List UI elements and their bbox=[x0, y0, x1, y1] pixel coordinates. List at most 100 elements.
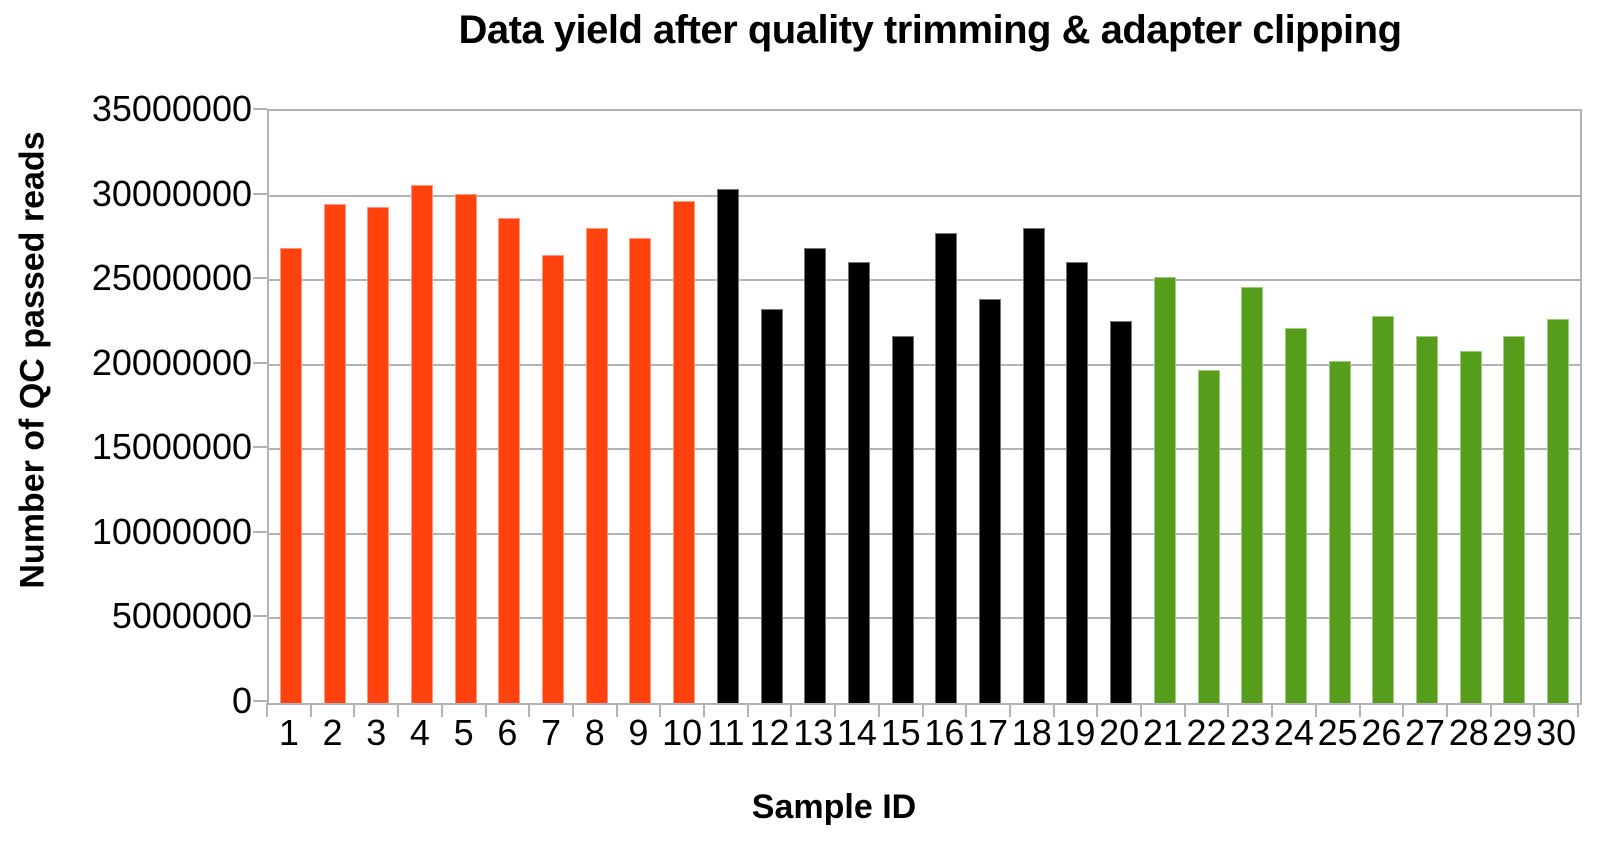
x-axis-tick bbox=[1577, 703, 1579, 717]
x-axis-tick bbox=[921, 703, 924, 717]
x-tick-label: 19 bbox=[1055, 712, 1096, 753]
bar-sample-1 bbox=[279, 248, 302, 703]
y-axis-title: Number of QC passed reads bbox=[13, 131, 52, 589]
y-tick-label: 10000000 bbox=[91, 510, 252, 552]
bar-sample-2 bbox=[323, 204, 346, 703]
x-axis-tick bbox=[1533, 703, 1536, 717]
x-tick-label: 13 bbox=[793, 712, 834, 753]
x-axis-tick bbox=[659, 703, 662, 717]
bar-sample-28 bbox=[1459, 351, 1482, 703]
x-tick-label: 22 bbox=[1186, 712, 1227, 753]
bar-sample-14 bbox=[847, 261, 870, 703]
x-axis-tick bbox=[266, 703, 268, 717]
x-axis-tick bbox=[440, 703, 443, 717]
gridline bbox=[269, 532, 1580, 535]
bar-sample-15 bbox=[891, 335, 914, 703]
x-axis-tick bbox=[790, 703, 793, 717]
x-tick-label: 14 bbox=[836, 712, 877, 753]
bar-sample-27 bbox=[1416, 335, 1439, 703]
x-axis-tick bbox=[615, 703, 618, 717]
bar-sample-18 bbox=[1022, 227, 1045, 703]
y-tick-label: 25000000 bbox=[91, 257, 252, 299]
x-tick-label: 29 bbox=[1492, 712, 1533, 753]
x-tick-label: 8 bbox=[584, 712, 605, 753]
y-axis-tick bbox=[253, 530, 267, 533]
x-axis-tick bbox=[571, 703, 574, 717]
x-axis-tick bbox=[746, 703, 749, 717]
gridline bbox=[269, 448, 1580, 451]
bar-sample-21 bbox=[1153, 276, 1176, 703]
bar-sample-6 bbox=[498, 217, 521, 703]
y-tick-label: 0 bbox=[231, 680, 252, 721]
bar-sample-10 bbox=[673, 200, 696, 703]
x-axis-tick bbox=[1445, 703, 1448, 717]
x-axis-tick bbox=[397, 703, 400, 717]
x-tick-label: 25 bbox=[1317, 712, 1358, 753]
bar-sample-12 bbox=[760, 308, 783, 703]
x-axis-tick bbox=[1314, 703, 1317, 717]
x-axis-tick bbox=[1008, 703, 1011, 717]
bar-sample-25 bbox=[1328, 361, 1351, 703]
bar-sample-7 bbox=[542, 254, 565, 703]
x-tick-label: 18 bbox=[1011, 712, 1052, 753]
x-tick-label: 7 bbox=[541, 712, 562, 753]
bar-sample-30 bbox=[1547, 319, 1570, 703]
x-axis-tick bbox=[528, 703, 531, 717]
x-tick-label: 30 bbox=[1536, 712, 1577, 753]
bar-sample-9 bbox=[629, 237, 652, 703]
x-axis-tick bbox=[877, 703, 880, 717]
bar-sample-17 bbox=[979, 298, 1002, 703]
x-axis-tick bbox=[965, 703, 968, 717]
x-tick-label: 10 bbox=[662, 712, 703, 753]
x-tick-label: 27 bbox=[1405, 712, 1446, 753]
bar-sample-24 bbox=[1284, 327, 1307, 703]
y-axis-tick bbox=[253, 615, 267, 618]
gridline bbox=[269, 617, 1580, 620]
x-axis-tick bbox=[309, 703, 312, 717]
x-tick-label: 2 bbox=[322, 712, 343, 753]
bar-sample-5 bbox=[454, 193, 477, 703]
x-tick-label: 12 bbox=[749, 712, 790, 753]
x-axis-tick bbox=[1489, 703, 1492, 717]
x-tick-label: 9 bbox=[628, 712, 649, 753]
plot-area bbox=[267, 109, 1582, 705]
x-axis-tick bbox=[834, 703, 837, 717]
y-axis-tick bbox=[253, 277, 267, 280]
x-tick-label: 21 bbox=[1142, 712, 1183, 753]
y-tick-label: 15000000 bbox=[91, 426, 252, 468]
x-tick-label: 23 bbox=[1230, 712, 1271, 753]
x-axis-tick bbox=[353, 703, 356, 717]
x-axis-title: Sample ID bbox=[751, 788, 917, 826]
x-tick-label: 17 bbox=[968, 712, 1009, 753]
chart-title: Data yield after quality trimming & adap… bbox=[458, 8, 1402, 52]
y-axis-tick bbox=[253, 192, 267, 195]
bar-sample-22 bbox=[1197, 369, 1220, 703]
x-axis-tick bbox=[1052, 703, 1055, 717]
x-tick-label: 24 bbox=[1273, 712, 1314, 753]
y-tick-label: 5000000 bbox=[111, 595, 252, 637]
bar-sample-26 bbox=[1372, 315, 1395, 703]
bar-sample-29 bbox=[1503, 335, 1526, 703]
bar-sample-20 bbox=[1110, 320, 1133, 703]
y-tick-label: 30000000 bbox=[91, 172, 252, 214]
y-axis-tick bbox=[253, 108, 267, 110]
x-tick-label: 28 bbox=[1448, 712, 1489, 753]
bar-sample-4 bbox=[410, 185, 433, 703]
x-tick-label: 26 bbox=[1361, 712, 1402, 753]
x-axis-tick bbox=[1140, 703, 1142, 717]
x-axis-tick bbox=[1096, 703, 1099, 717]
bar-sample-16 bbox=[935, 232, 958, 703]
y-axis-tick bbox=[253, 361, 267, 364]
x-tick-label: 1 bbox=[278, 712, 299, 753]
gridline bbox=[269, 279, 1580, 282]
bar-sample-13 bbox=[804, 248, 827, 703]
x-tick-label: 6 bbox=[497, 712, 518, 753]
x-axis-tick bbox=[1183, 703, 1186, 717]
bar-sample-11 bbox=[716, 188, 739, 703]
bar-sample-8 bbox=[585, 227, 608, 703]
x-tick-label: 11 bbox=[707, 712, 745, 753]
x-tick-label: 15 bbox=[880, 712, 921, 753]
x-tick-label: 20 bbox=[1099, 712, 1140, 753]
x-axis-tick bbox=[1271, 703, 1274, 717]
bar-sample-23 bbox=[1241, 286, 1264, 703]
